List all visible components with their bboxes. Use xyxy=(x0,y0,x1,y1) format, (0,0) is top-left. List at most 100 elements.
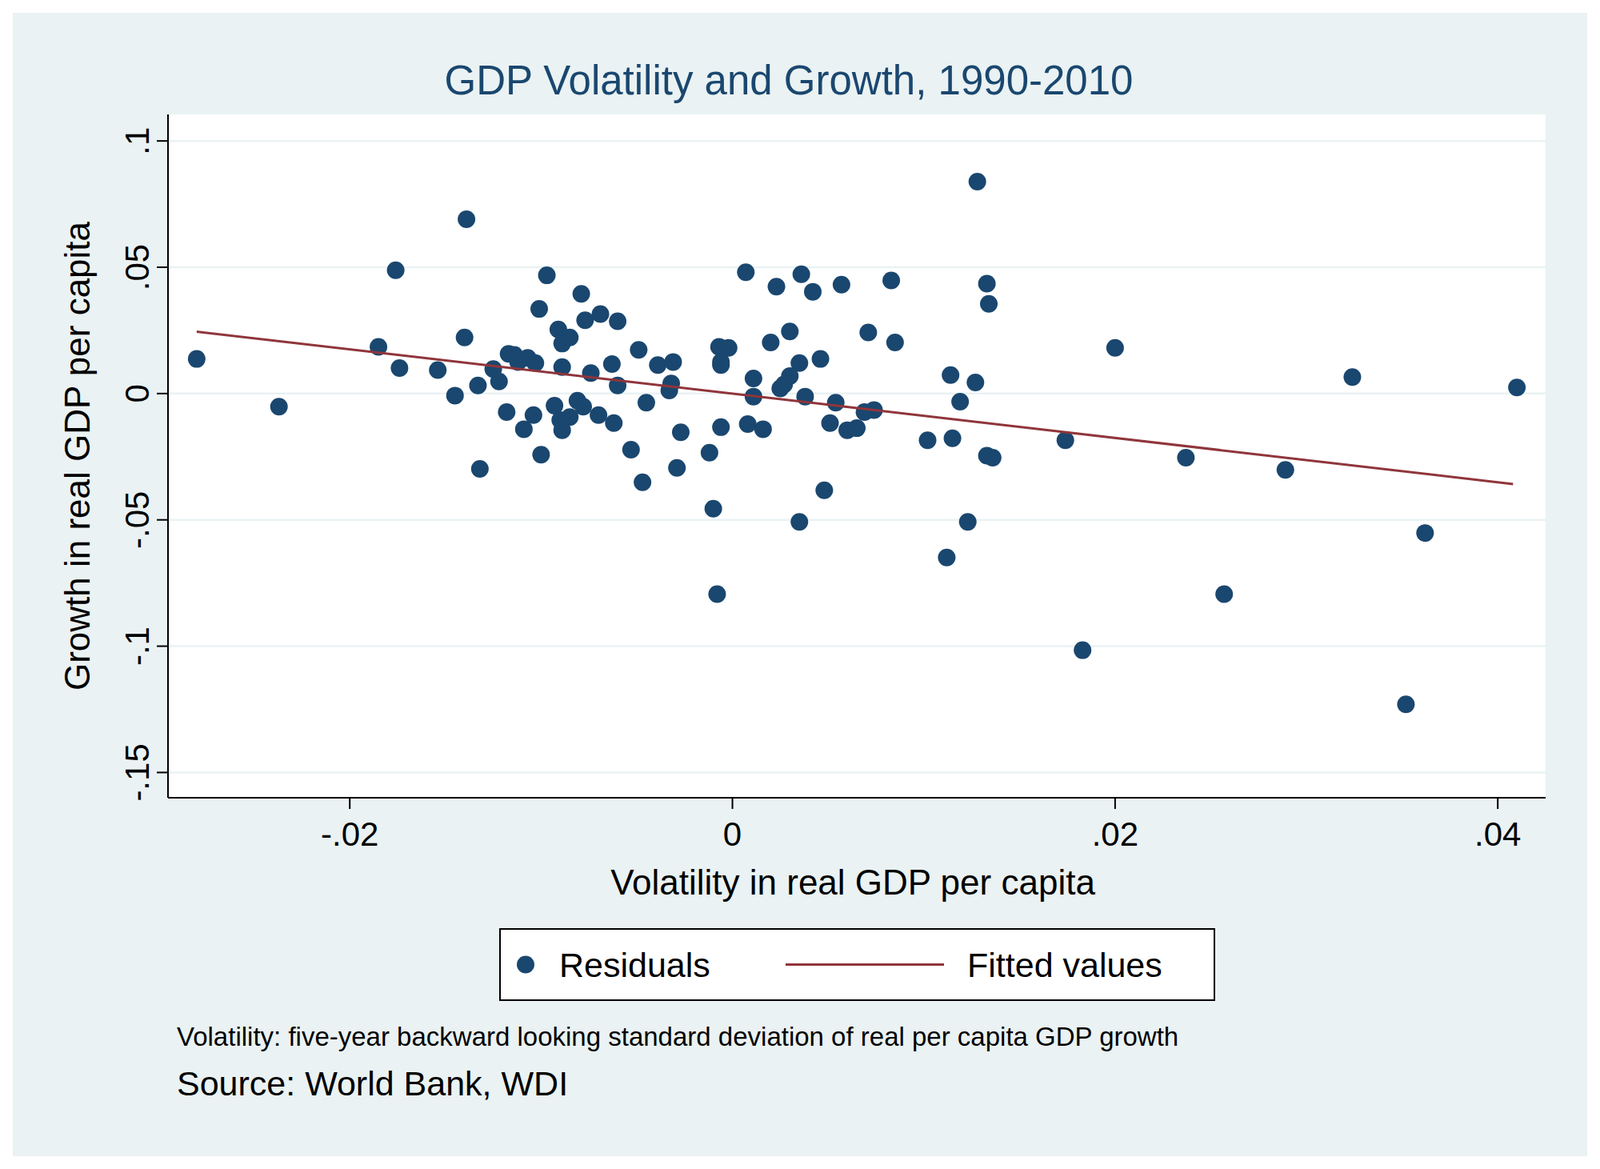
scatter-point xyxy=(1508,378,1526,396)
scatter-point xyxy=(968,172,987,191)
scatter-point xyxy=(1416,524,1434,542)
scatter-point xyxy=(604,414,623,432)
scatter-point xyxy=(708,585,726,604)
scatter-point xyxy=(633,473,652,492)
scatter-point xyxy=(951,392,969,411)
scatter-point xyxy=(941,366,960,384)
scatter-point xyxy=(736,263,755,281)
scatter-point xyxy=(622,440,640,459)
scatter-point xyxy=(532,445,550,464)
scatter-point xyxy=(780,322,799,340)
scatter-point xyxy=(744,369,763,388)
scatter-point xyxy=(589,406,608,424)
x-tick xyxy=(732,797,734,809)
grid-line xyxy=(168,771,1546,774)
scatter-point xyxy=(959,512,977,531)
legend-marker-swatch xyxy=(516,956,535,974)
scatter-point xyxy=(712,356,730,374)
scatter-point xyxy=(790,354,808,372)
scatter-point xyxy=(700,444,719,462)
scatter-point xyxy=(978,275,996,293)
scatter-point xyxy=(387,261,405,280)
data-layer xyxy=(188,172,1526,713)
scatter-point xyxy=(768,277,786,296)
x-tick-label: 0 xyxy=(723,815,742,853)
grid-line xyxy=(168,644,1546,648)
scatter-point xyxy=(637,393,656,412)
scatter-point xyxy=(668,459,686,477)
scatter-point xyxy=(704,500,723,518)
scatter-point xyxy=(608,312,627,331)
scatter-point xyxy=(662,374,680,392)
scatter-point xyxy=(629,340,648,359)
legend-box xyxy=(500,928,1215,1000)
grid-line xyxy=(168,266,1546,269)
scatter-point xyxy=(1073,641,1092,660)
y-tick xyxy=(156,771,168,773)
scatter-point xyxy=(739,415,757,433)
x-tick xyxy=(348,797,351,809)
scatter-point xyxy=(886,333,904,352)
x-tick xyxy=(1114,797,1116,809)
scatter-point xyxy=(966,373,984,392)
y-tick xyxy=(156,645,168,648)
y-axis-line xyxy=(167,114,169,798)
scatter-point xyxy=(572,284,591,303)
x-tick-label: -.02 xyxy=(320,815,379,853)
scatter-point xyxy=(457,210,476,228)
legend-label: Residuals xyxy=(559,945,711,984)
scatter-point xyxy=(984,448,1002,467)
scatter-point xyxy=(790,512,808,531)
scatter-point xyxy=(390,359,408,377)
scatter-point xyxy=(530,300,548,318)
y-tick-label: .05 xyxy=(118,244,156,291)
scatter-point xyxy=(812,350,830,368)
y-axis-title: Growth in real GDP per capita xyxy=(57,220,97,691)
scatter-point xyxy=(456,328,474,347)
scatter-point xyxy=(848,419,866,437)
scatter-point xyxy=(672,423,690,441)
scatter-point xyxy=(664,352,682,371)
scatter-point xyxy=(1215,585,1233,604)
scatter-point xyxy=(944,429,962,448)
scatter-point xyxy=(937,548,956,567)
y-tick xyxy=(156,266,168,268)
note: Volatility: five-year backward looking s… xyxy=(176,1021,1179,1052)
scatter-point xyxy=(582,364,600,382)
scatter-point xyxy=(804,283,822,301)
scatter-point xyxy=(538,266,556,284)
scatter-point xyxy=(827,393,845,412)
y-tick-label: -.1 xyxy=(118,626,156,666)
scatter-point xyxy=(918,431,936,449)
scatter-point xyxy=(1106,339,1124,357)
scatter-point xyxy=(603,355,621,373)
note: Source: World Bank, WDI xyxy=(176,1064,568,1103)
fitted-line xyxy=(196,332,1513,484)
y-tick xyxy=(156,140,168,142)
y-tick xyxy=(156,392,168,395)
legend-label: Fitted values xyxy=(967,945,1163,984)
y-tick-label: -.05 xyxy=(118,491,156,549)
scatter-point xyxy=(446,386,464,404)
scatter-point xyxy=(524,406,543,424)
scatter-point xyxy=(792,265,811,284)
chart: -.15-.1-.050.05.1-.020.02.04GDP Volatili… xyxy=(0,0,1600,1169)
graph-background xyxy=(12,12,1588,1156)
grid-line xyxy=(168,140,1546,143)
scatter-point xyxy=(1396,695,1415,713)
scatter-point xyxy=(754,420,772,438)
chart-root: -.15-.1-.050.05.1-.020.02.04GDP Volatili… xyxy=(0,0,1600,1169)
scatter-point xyxy=(468,376,487,395)
scatter-point xyxy=(576,311,594,329)
scatter-point xyxy=(648,356,667,374)
scatter-point xyxy=(574,397,592,416)
scatter-point xyxy=(821,414,840,432)
scatter-point xyxy=(882,271,900,289)
scatter-point xyxy=(1343,368,1361,386)
scatter-point xyxy=(1056,431,1075,449)
scatter-point xyxy=(980,295,998,313)
scatter-point xyxy=(471,460,489,478)
page-background xyxy=(0,0,1600,1169)
chart-title: GDP Volatility and Growth, 1990-2010 xyxy=(444,57,1134,104)
scatter-point xyxy=(560,328,579,347)
